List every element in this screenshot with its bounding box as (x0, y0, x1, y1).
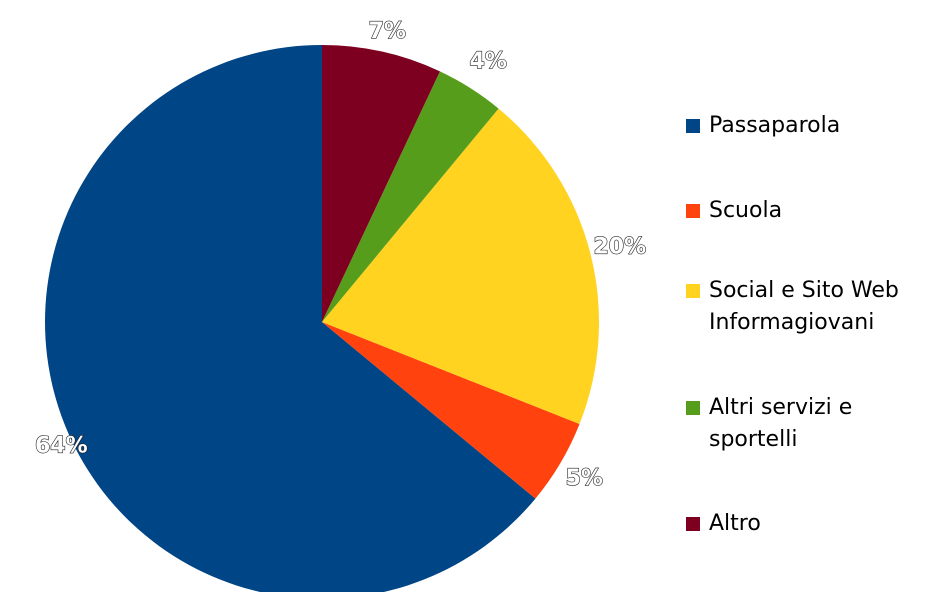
pie-value-label-2: 5% (566, 466, 603, 491)
pie-value-label-1: 64% (35, 434, 88, 459)
legend-label: Scuola (709, 198, 783, 223)
legend-label: Social e Sito Web Informagiovani (709, 278, 899, 335)
pie-slices (45, 45, 600, 592)
legend-swatch (686, 401, 700, 415)
legend-label: Altri servizi e sportelli (709, 395, 853, 452)
pie-value-label-5: 7% (369, 19, 406, 44)
legend-swatch (686, 204, 700, 218)
legend-item-3: Social e Sito Web Informagiovani (686, 275, 899, 339)
legend-swatch (686, 517, 700, 531)
legend-swatch (686, 119, 700, 133)
legend-label: Passaparola (709, 113, 841, 138)
legend-item-1: Passaparola (686, 110, 840, 142)
pie-slice-5 (322, 45, 440, 322)
legend-item-4: Altri servizi e sportelli (686, 392, 852, 456)
pie-value-label-3: 20% (593, 235, 646, 260)
pie-slice-2 (322, 322, 580, 499)
pie-slice-1 (45, 45, 536, 592)
pie-slice-3 (322, 108, 600, 424)
pie-slice-4 (322, 71, 499, 322)
legend-item-2: Scuola (686, 195, 782, 227)
pie-value-labels: 64% 5% 20% 4% 7% (34, 18, 646, 491)
pie-value-label-4: 4% (470, 49, 507, 74)
legend-label: Altro (709, 511, 761, 536)
legend-swatch (686, 284, 700, 298)
legend-item-5: Altro (686, 508, 761, 540)
